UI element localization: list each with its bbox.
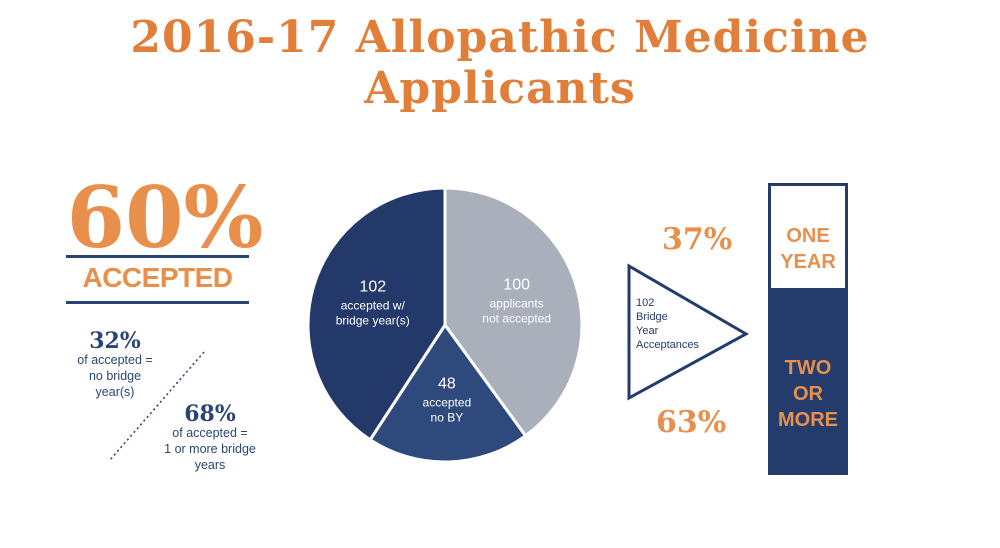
divider-bottom	[66, 301, 249, 304]
bridge-line: 1 or more bridge	[164, 442, 256, 456]
no-bridge-line: no bridge	[88, 369, 142, 383]
pie-value-label: 48	[438, 375, 456, 392]
dotted-divider	[109, 351, 205, 461]
triangle-line: Bridge	[636, 311, 668, 323]
one-year-line: ONE	[786, 225, 830, 247]
no-bridge-description: of accepted = no bridge year(s)	[65, 352, 165, 400]
no-bridge-line: of accepted =	[77, 353, 153, 367]
bridge-line: years	[194, 458, 226, 472]
bridge-acceptances-triangle: 102 Bridge Year Acceptances	[627, 263, 750, 401]
pie-slice-label: applicants	[490, 297, 544, 311]
bridge-description: of accepted = 1 or more bridge years	[160, 425, 260, 473]
no-bridge-percent: 32%	[89, 328, 141, 354]
pie-slice-label: no BY	[431, 410, 464, 424]
two-or-more-label: TWO OR MORE	[771, 355, 845, 433]
bridge-line: of accepted =	[172, 426, 248, 440]
two-or-more-line: OR	[793, 383, 823, 405]
pie-slice-label: bridge year(s)	[336, 314, 410, 328]
pie-slice-accepted-no-bridge	[368, 322, 528, 464]
one-year-line: YEAR	[780, 251, 836, 273]
page-title: 2016-17 Allopathic Medicine Applicants	[130, 12, 870, 114]
bridge-percent: 68%	[184, 401, 236, 427]
triangle-line: 102	[636, 297, 654, 309]
pie-value-label: 102	[359, 279, 386, 296]
pie-slice-label: not accepted	[482, 312, 551, 326]
one-year-label: ONE YEAR	[771, 223, 845, 275]
two-or-more-line: TWO	[784, 357, 832, 379]
pie-slice-label: accepted	[423, 395, 472, 409]
two-or-more-segment	[771, 288, 845, 472]
accepted-label: ACCEPTED	[82, 262, 233, 293]
divider-top	[66, 255, 249, 258]
two-or-more-line: MORE	[778, 409, 838, 431]
two-or-more-percent: 63%	[656, 405, 727, 440]
triangle-line: Acceptances	[636, 339, 699, 351]
pie-slice-label: accepted w/	[341, 299, 406, 313]
triangle-line: Year	[636, 325, 659, 337]
pie-slice-not-accepted	[443, 186, 584, 438]
no-bridge-line: year(s)	[95, 385, 135, 399]
accepted-percent: 60%	[66, 168, 264, 267]
pie-slice-accepted-bridge	[306, 186, 447, 442]
one-year-percent: 37%	[662, 222, 733, 257]
pie-value-label: 100	[503, 277, 530, 294]
